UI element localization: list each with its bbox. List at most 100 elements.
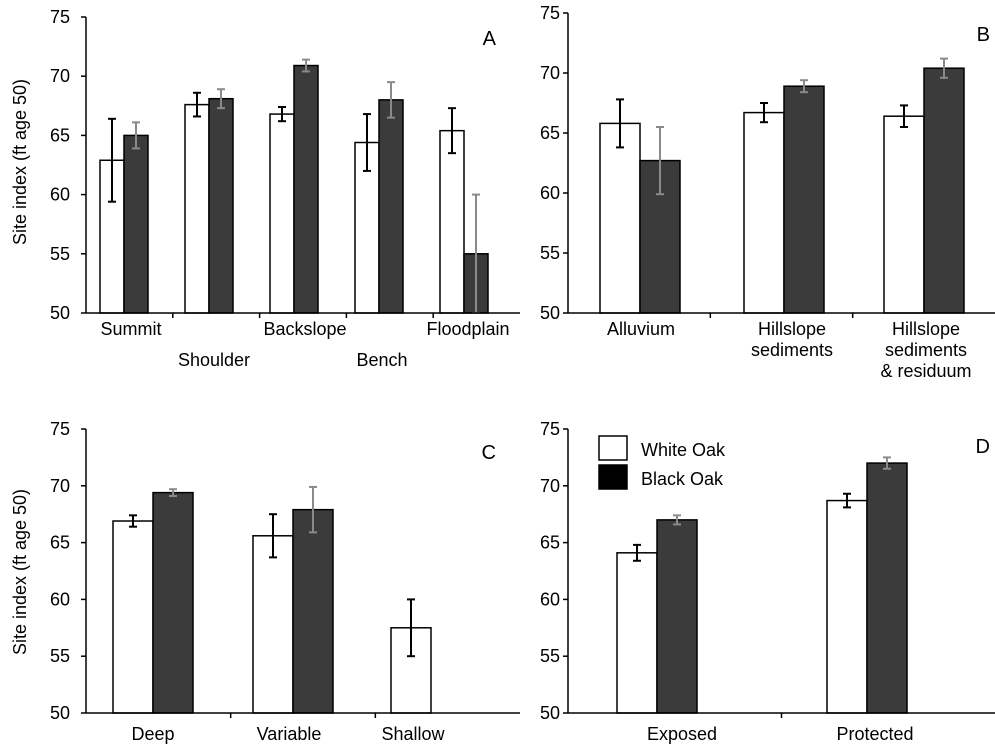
x-category-label: Hillslope <box>892 319 960 339</box>
bar-white-oak <box>112 520 154 714</box>
y-tick-label: 65 <box>540 123 560 143</box>
error-bar-white-oak <box>407 598 415 658</box>
error-bar-black-oak <box>302 58 310 73</box>
error-bar-white-oak <box>843 492 851 509</box>
x-category-label: Exposed <box>647 724 717 744</box>
bar-black-oak <box>656 519 698 714</box>
bar-white-oak <box>599 122 641 314</box>
y-tick-label: 60 <box>540 183 560 203</box>
error-bar-black-oak <box>387 81 395 119</box>
bar-white-oak <box>826 499 868 714</box>
bar-black-oak <box>292 508 334 714</box>
y-tick-label: 70 <box>540 476 560 496</box>
error-bar-black-oak <box>169 488 177 498</box>
y-tick-label: 60 <box>540 589 560 609</box>
panel-a: 50 55 60 65 70 75 Summit Shoulder Backslope Bench… <box>50 7 520 370</box>
bar-black-oak <box>208 97 234 314</box>
error-bar-white-oak <box>448 107 456 155</box>
bar-black-oak <box>123 134 149 314</box>
y-tick-label: 50 <box>540 703 560 723</box>
y-tick-label: 70 <box>540 63 560 83</box>
x-category-label: Protected <box>836 724 913 744</box>
y-tick-label: 75 <box>50 7 70 27</box>
bar-white-oak <box>184 103 210 314</box>
error-bar-white-oak <box>129 514 137 528</box>
bar-black-oak <box>783 85 825 314</box>
error-bar-white-oak <box>616 98 624 149</box>
x-category-label: sediments <box>885 340 967 360</box>
y-axis-label-top: Site index (ft age 50) <box>10 79 30 245</box>
bar-white-oak <box>883 115 925 314</box>
y-tick-label: 70 <box>50 476 70 496</box>
y-tick-label: 75 <box>50 419 70 439</box>
error-bar-white-oak <box>900 104 908 128</box>
x-category-label: Shallow <box>381 724 445 744</box>
legend: White Oak Black Oak <box>598 435 726 490</box>
bar-black-oak <box>866 462 908 714</box>
x-category-label: Shoulder <box>178 350 250 370</box>
y-tick-label: 55 <box>540 243 560 263</box>
bar-white-oak <box>439 129 465 314</box>
x-category-label: Backslope <box>263 319 346 339</box>
x-category-label: Alluvium <box>607 319 675 339</box>
panel-c: 50 55 60 65 70 75 Deep Variable Shallow C <box>50 419 520 744</box>
bar-black-oak <box>923 67 965 314</box>
error-bar-white-oak <box>760 102 768 124</box>
panel-letter: D <box>976 436 990 458</box>
x-category-label: Variable <box>257 724 322 744</box>
error-bar-black-oak <box>673 514 681 526</box>
bar-white-oak <box>269 113 295 314</box>
y-tick-label: 55 <box>540 646 560 666</box>
y-tick-label: 65 <box>50 125 70 145</box>
y-tick-label: 65 <box>50 533 70 553</box>
bar-black-oak <box>152 491 194 714</box>
error-bar-white-oak <box>633 543 641 562</box>
error-bar-black-oak <box>656 126 664 196</box>
panel-letter: B <box>977 24 990 46</box>
x-category-label: & residuum <box>880 361 971 381</box>
legend-swatch-black <box>598 464 628 490</box>
error-bar-black-oak <box>132 121 140 150</box>
error-bar-white-oak <box>193 91 201 118</box>
error-bar-white-oak <box>269 513 277 559</box>
y-tick-label: 50 <box>50 303 70 323</box>
y-tick-label: 60 <box>50 185 70 205</box>
bar-white-oak <box>616 552 658 714</box>
y-tick-label: 70 <box>50 66 70 86</box>
error-bar-black-oak <box>883 456 891 470</box>
bar-white-oak <box>743 111 785 314</box>
legend-label-black: Black Oak <box>641 469 724 489</box>
y-tick-label: 55 <box>50 646 70 666</box>
x-category-label: Floodplain <box>426 319 509 339</box>
y-tick-label: 75 <box>540 419 560 439</box>
error-bar-black-oak <box>309 485 317 534</box>
error-bar-white-oak <box>108 117 116 203</box>
x-category-label: sediments <box>751 340 833 360</box>
panel-letter: A <box>483 28 497 50</box>
y-tick-label: 60 <box>50 589 70 609</box>
y-axis-label-bottom: Site index (ft age 50) <box>10 489 30 655</box>
bar-black-oak <box>293 64 319 314</box>
y-tick-label: 50 <box>540 303 560 323</box>
x-category-label: Summit <box>100 319 161 339</box>
bar-white-oak <box>252 535 294 714</box>
y-tick-label: 75 <box>540 3 560 23</box>
y-tick-label: 65 <box>540 533 560 553</box>
y-tick-label: 55 <box>50 244 70 264</box>
legend-swatch-white <box>598 435 628 461</box>
error-bar-white-oak <box>363 113 371 172</box>
error-bar-black-oak <box>217 88 225 110</box>
error-bar-black-oak <box>940 57 948 79</box>
panel-letter: C <box>482 442 496 464</box>
panel-d: 50 55 60 65 70 75 Exposed Protected D <box>540 419 995 744</box>
x-category-label: Bench <box>356 350 407 370</box>
x-category-label: Hillslope <box>758 319 826 339</box>
error-bar-black-oak <box>800 79 808 94</box>
x-category-label: Deep <box>131 724 174 744</box>
y-tick-label: 50 <box>50 703 70 723</box>
error-bar-white-oak <box>278 105 286 123</box>
legend-label-white: White Oak <box>641 440 726 460</box>
bar-black-oak <box>378 99 404 314</box>
